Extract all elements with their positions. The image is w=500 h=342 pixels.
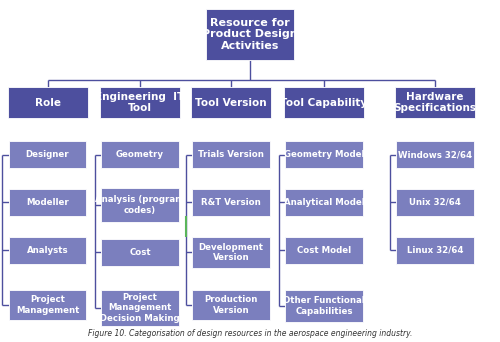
FancyBboxPatch shape [9,290,86,320]
FancyBboxPatch shape [396,237,474,264]
FancyBboxPatch shape [8,87,87,118]
FancyBboxPatch shape [192,189,270,216]
Text: Analysts: Analysts [26,246,68,255]
FancyBboxPatch shape [285,141,363,168]
Text: Geometry Model: Geometry Model [284,150,364,159]
Text: Analytical Model: Analytical Model [284,198,364,207]
Text: Unix 32/64: Unix 32/64 [409,198,461,207]
Text: Role: Role [34,97,60,108]
Text: Cost Model: Cost Model [297,246,351,255]
Text: Development
Version: Development Version [198,243,264,262]
Text: Hardware
Specifications: Hardware Specifications [394,92,476,114]
Text: Windows 32/64: Windows 32/64 [398,150,472,159]
FancyBboxPatch shape [192,237,270,268]
FancyBboxPatch shape [192,290,270,320]
FancyBboxPatch shape [285,290,363,322]
Text: Tool Capability: Tool Capability [280,97,368,108]
FancyBboxPatch shape [101,239,179,266]
FancyBboxPatch shape [206,9,294,60]
FancyBboxPatch shape [395,87,475,118]
FancyBboxPatch shape [191,87,271,118]
Text: Project
Management
(Decision Making): Project Management (Decision Making) [96,293,184,323]
FancyBboxPatch shape [285,189,363,216]
Text: Engineering  IT
Tool: Engineering IT Tool [96,92,184,114]
Text: Resource for
Product Design
Activities: Resource for Product Design Activities [202,17,298,51]
Text: Designer: Designer [26,150,70,159]
FancyBboxPatch shape [284,87,364,118]
FancyBboxPatch shape [396,189,474,216]
FancyBboxPatch shape [101,141,179,168]
FancyBboxPatch shape [9,237,86,264]
FancyBboxPatch shape [9,189,86,216]
FancyBboxPatch shape [396,141,474,168]
Text: Modeller: Modeller [26,198,69,207]
FancyBboxPatch shape [101,188,179,222]
Text: Geometry: Geometry [116,150,164,159]
Text: R&T Version: R&T Version [201,198,261,207]
Text: Cost: Cost [129,248,151,257]
Text: Tool Version: Tool Version [195,97,267,108]
Text: Trials Version: Trials Version [198,150,264,159]
Text: Production
Version: Production Version [204,295,258,315]
Text: Linux 32/64: Linux 32/64 [407,246,463,255]
FancyBboxPatch shape [100,87,180,118]
FancyBboxPatch shape [285,237,363,264]
FancyBboxPatch shape [9,141,86,168]
Text: Other Functional
Capabilities: Other Functional Capabilities [283,297,365,316]
FancyBboxPatch shape [101,290,179,326]
Text: Analysis (program
codes): Analysis (program codes) [96,196,184,215]
FancyBboxPatch shape [192,141,270,168]
Text: Project
Management: Project Management [16,295,79,315]
Text: Figure 10. Categorisation of design resources in the aerospace engineering indus: Figure 10. Categorisation of design reso… [88,329,412,338]
